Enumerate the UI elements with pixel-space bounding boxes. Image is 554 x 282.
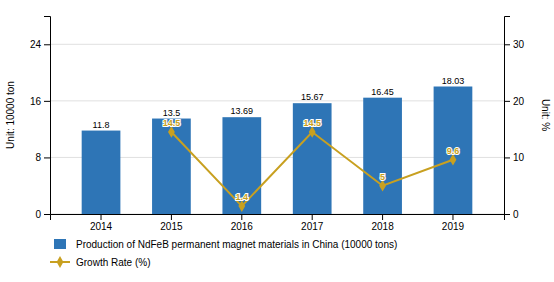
bar bbox=[293, 103, 332, 214]
tick: 16 bbox=[30, 96, 50, 107]
tick-mark bbox=[44, 44, 50, 45]
x-axis: 2014 2015 2016 2017 2018 2019 bbox=[51, 214, 505, 232]
legend-marker bbox=[57, 256, 64, 268]
tick-mark bbox=[382, 214, 383, 220]
tick: 2015 bbox=[160, 214, 183, 232]
line-label: 14.5 bbox=[163, 118, 181, 128]
data-labels: 11.8 13.5 13.69 15.67 16.45 18.03 14.5 1.4 14.5 5… bbox=[93, 76, 465, 203]
tick-label: 2015 bbox=[160, 221, 183, 232]
tick-mark bbox=[504, 44, 510, 45]
tick-label: 2016 bbox=[231, 221, 254, 232]
bar-label: 11.8 bbox=[93, 120, 110, 130]
tick-label: 24 bbox=[30, 39, 42, 50]
bar-label: 13.5 bbox=[163, 108, 181, 118]
tick-label: 2014 bbox=[90, 221, 113, 232]
tick-label: 16 bbox=[30, 96, 42, 107]
bar bbox=[82, 131, 121, 214]
line-label: 1.4 bbox=[236, 192, 249, 202]
tick: 20 bbox=[504, 96, 525, 107]
line-label: 9.6 bbox=[447, 146, 460, 156]
bar bbox=[434, 87, 473, 214]
bar-label: 16.45 bbox=[371, 87, 394, 97]
tick: 8 bbox=[35, 152, 50, 163]
tick: 0 bbox=[504, 209, 519, 220]
y2-axis: 0 10 20 30 bbox=[504, 17, 525, 220]
chart: 11.8 13.5 13.69 15.67 16.45 18.03 14.5 1.4 14.5 5… bbox=[0, 0, 554, 282]
tick-mark bbox=[452, 214, 453, 220]
tick-label: 2018 bbox=[371, 221, 394, 232]
legend: Production of NdFeB permanent magnet mat… bbox=[50, 239, 397, 268]
tick-label: 2017 bbox=[301, 221, 324, 232]
line-label: 14.5 bbox=[303, 118, 321, 128]
y-axis-title: Unit: 10000 ton bbox=[5, 81, 16, 149]
grid bbox=[50, 44, 504, 214]
bar bbox=[222, 117, 261, 214]
y2-axis-title: Unit: % bbox=[540, 99, 551, 131]
bar bbox=[363, 98, 402, 214]
tick-mark bbox=[504, 157, 510, 158]
bar-series bbox=[82, 87, 473, 214]
tick-mark bbox=[44, 214, 50, 215]
tick-label: 20 bbox=[513, 96, 525, 107]
markers bbox=[168, 126, 456, 212]
tick: 10 bbox=[504, 152, 525, 163]
line bbox=[171, 132, 453, 206]
bar-label: 18.03 bbox=[442, 76, 465, 86]
y-axis: 0 8 16 24 bbox=[30, 17, 51, 220]
tick: 2017 bbox=[301, 214, 324, 232]
tick: 30 bbox=[504, 39, 525, 50]
legend-item: Production of NdFeB permanent magnet mat… bbox=[54, 239, 397, 250]
tick: 2019 bbox=[442, 214, 465, 232]
axis-line bbox=[51, 215, 505, 221]
tick-mark bbox=[504, 101, 510, 102]
tick-mark bbox=[44, 101, 50, 102]
bar-label: 15.67 bbox=[301, 92, 324, 102]
tick-label: 0 bbox=[513, 209, 519, 220]
legend-item: Growth Rate (%) bbox=[50, 256, 150, 268]
tick: 24 bbox=[30, 39, 50, 50]
legend-swatch bbox=[54, 239, 66, 249]
tick: 2016 bbox=[231, 214, 254, 232]
tick-mark bbox=[101, 214, 102, 220]
tick-label: 2019 bbox=[442, 221, 465, 232]
tick-label: 8 bbox=[35, 152, 41, 163]
tick-mark bbox=[312, 214, 313, 220]
axis-line bbox=[44, 17, 51, 215]
legend-label: Production of NdFeB permanent magnet mat… bbox=[76, 239, 397, 250]
legend-label: Growth Rate (%) bbox=[76, 257, 150, 268]
tick: 0 bbox=[35, 209, 50, 220]
tick: 2014 bbox=[90, 214, 113, 232]
bar-label: 13.69 bbox=[231, 106, 254, 116]
plot: 11.8 13.5 13.69 15.67 16.45 18.03 14.5 1.4 14.5 5… bbox=[30, 17, 525, 233]
tick-mark bbox=[241, 214, 242, 220]
line-label: 5 bbox=[380, 172, 385, 182]
tick-label: 30 bbox=[513, 39, 525, 50]
axis-line bbox=[505, 17, 511, 215]
tick-mark bbox=[44, 157, 50, 158]
tick: 2018 bbox=[371, 214, 394, 232]
grid-line bbox=[50, 44, 504, 45]
tick-label: 10 bbox=[513, 152, 525, 163]
bar bbox=[152, 119, 191, 214]
tick-mark bbox=[171, 214, 172, 220]
marks bbox=[82, 87, 473, 214]
tick-label: 0 bbox=[35, 209, 41, 220]
tick-mark bbox=[504, 214, 510, 215]
